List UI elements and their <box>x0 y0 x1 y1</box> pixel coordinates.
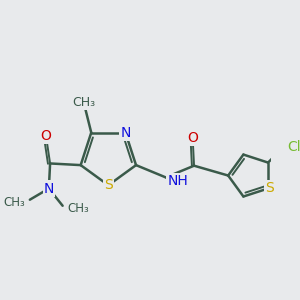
Text: O: O <box>40 129 51 143</box>
Text: NH: NH <box>167 174 188 188</box>
Text: CH₃: CH₃ <box>67 202 89 215</box>
Text: S: S <box>104 178 113 192</box>
Text: N: N <box>44 182 54 196</box>
Text: Cl: Cl <box>287 140 300 154</box>
Text: CH₃: CH₃ <box>72 96 95 109</box>
Text: N: N <box>120 126 130 140</box>
Text: CH₃: CH₃ <box>4 196 25 209</box>
Text: S: S <box>265 182 274 196</box>
Text: O: O <box>187 131 198 145</box>
